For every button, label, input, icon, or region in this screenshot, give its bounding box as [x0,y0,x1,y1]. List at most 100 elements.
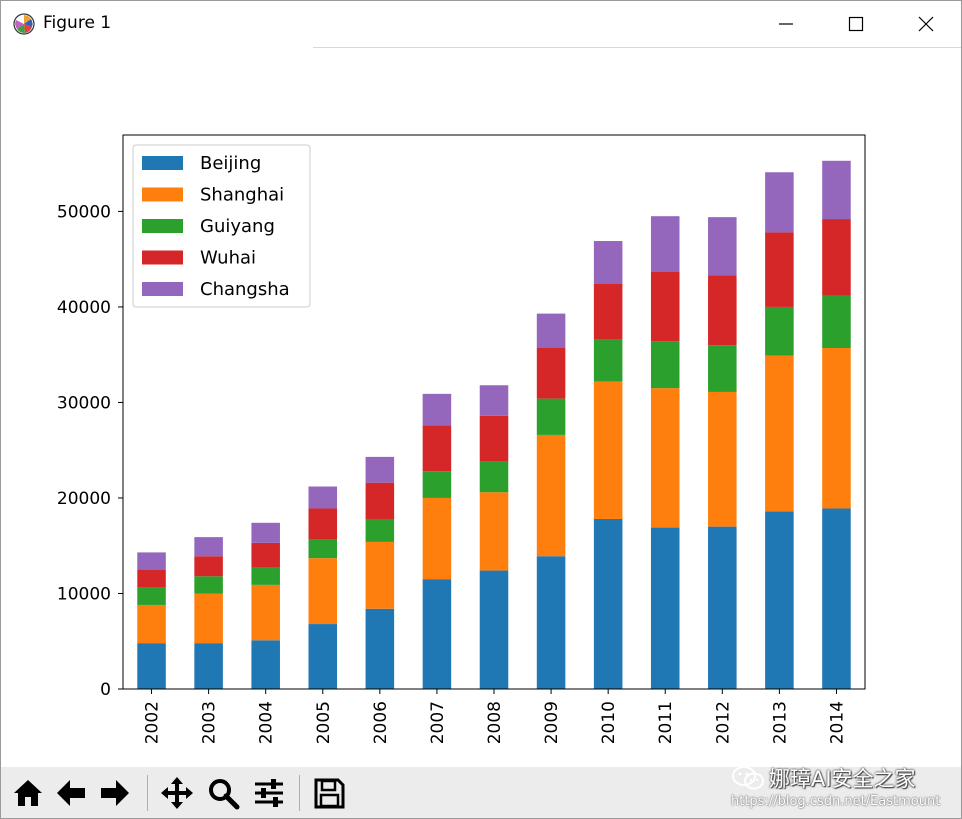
x-tick-label: 2011 [656,701,676,744]
chart-canvas[interactable]: 0 10000 20000 30000 40000 50000 2002 2003 2004 20… [1,48,961,766]
bar-guiyang-2011 [650,341,680,389]
bar-shanghai-2010 [593,381,623,519]
bar-changsha-2007 [422,393,452,426]
x-tick-label: 2013 [770,701,790,744]
bar-guiyang-2002 [137,587,166,605]
bar-guiyang-2009 [536,398,566,435]
x-tick-label: 2003 [200,701,220,744]
title-bar: Figure 1 [1,1,961,47]
bar-wuhai-2012 [708,275,737,346]
bar-changsha-2002 [137,552,166,570]
arrow-right-icon [101,780,129,806]
legend-label-wuhai: Wuhai [200,248,256,269]
bar-guiyang-2012 [708,345,737,392]
y-tick-label: 10000 [57,584,111,604]
magnifier-icon [209,779,240,810]
configure-subplots-button[interactable] [249,773,289,813]
bar-beijing-2006 [365,608,395,689]
bar-beijing-2014 [822,508,851,689]
window-title: Figure 1 [43,13,112,33]
maximize-button[interactable] [821,1,891,47]
floppy-disk-icon [314,778,345,809]
close-icon [918,16,934,32]
bar-wuhai-2005 [308,508,338,540]
bar-wuhai-2013 [765,232,794,307]
minimize-icon [779,23,793,25]
legend-label-beijing: Beijing [200,153,261,174]
toolbar-separator [299,775,300,811]
bar-shanghai-2014 [822,348,851,509]
bar-beijing-2009 [536,556,566,689]
y-tick-label: 20000 [57,489,111,509]
legend-swatch-wuhai [142,250,183,265]
bar-guiyang-2004 [251,567,280,585]
bar-guiyang-2006 [365,518,395,542]
home-icon [14,780,42,806]
bar-beijing-2012 [708,526,737,689]
pan-button[interactable] [157,773,197,813]
bar-shanghai-2005 [308,558,338,625]
watermark: 娜璋AI安全之家 https://blog.csdn.net/Eastmount [721,761,961,817]
bar-changsha-2008 [479,385,509,416]
back-button[interactable] [51,773,91,813]
navigation-toolbar [1,767,961,818]
y-tick-label: 30000 [57,393,111,413]
bar-wuhai-2006 [365,482,395,519]
minimize-button[interactable] [751,1,821,47]
bar-changsha-2011 [650,216,680,272]
bar-wuhai-2011 [650,271,680,342]
bar-wuhai-2010 [593,284,623,340]
home-button[interactable] [8,773,48,813]
zoom-button[interactable] [203,773,243,813]
arrow-left-icon [57,780,85,806]
legend-box [132,144,311,308]
bar-wuhai-2002 [137,569,166,588]
bar-shanghai-2004 [251,584,280,641]
bar-beijing-2002 [137,643,166,689]
bar-guiyang-2010 [593,339,623,382]
move-icon [161,777,193,809]
save-button[interactable] [309,773,349,813]
bar-guiyang-2003 [194,576,223,594]
close-button[interactable] [891,1,961,47]
y-tick-label: 0 [100,680,111,700]
legend-swatch-shanghai [142,187,183,202]
forward-button[interactable] [95,773,135,813]
legend-label-guiyang: Guiyang [200,216,275,237]
bar-guiyang-2007 [422,471,452,498]
bar-beijing-2013 [765,511,794,689]
x-tick-label: 2005 [314,701,334,744]
bar-beijing-2004 [251,640,280,689]
sliders-icon [255,779,283,807]
bar-changsha-2012 [708,217,737,276]
x-tick-label: 2002 [143,701,163,744]
bar-changsha-2004 [251,522,280,543]
bar-shanghai-2009 [536,434,566,557]
x-tick-label: 2007 [428,701,448,744]
bar-shanghai-2011 [650,388,680,528]
bar-shanghai-2007 [422,497,452,580]
bar-shanghai-2008 [479,492,509,571]
bar-guiyang-2008 [479,461,509,493]
x-tick-label: 2006 [371,701,391,744]
bar-changsha-2003 [194,537,223,557]
bar-shanghai-2006 [365,541,395,609]
legend-swatch-beijing [142,156,183,170]
bar-shanghai-2012 [708,391,737,527]
legend-label-changsha: Changsha [200,279,290,300]
y-tick-label: 50000 [57,202,111,222]
x-tick-label: 2010 [599,701,619,744]
bar-changsha-2005 [308,486,338,509]
bar-beijing-2005 [308,624,338,689]
bar-wuhai-2014 [822,219,851,296]
bar-wuhai-2008 [479,415,509,462]
bar-changsha-2014 [822,160,851,220]
x-tick-label: 2004 [257,701,277,744]
legend-swatch-changsha [142,282,183,296]
bar-changsha-2010 [593,241,623,285]
bar-beijing-2011 [650,527,680,689]
bar-guiyang-2005 [308,539,338,559]
bar-guiyang-2013 [765,306,794,356]
bar-beijing-2003 [194,643,223,689]
watermark-title: 娜璋AI安全之家 [769,767,916,791]
